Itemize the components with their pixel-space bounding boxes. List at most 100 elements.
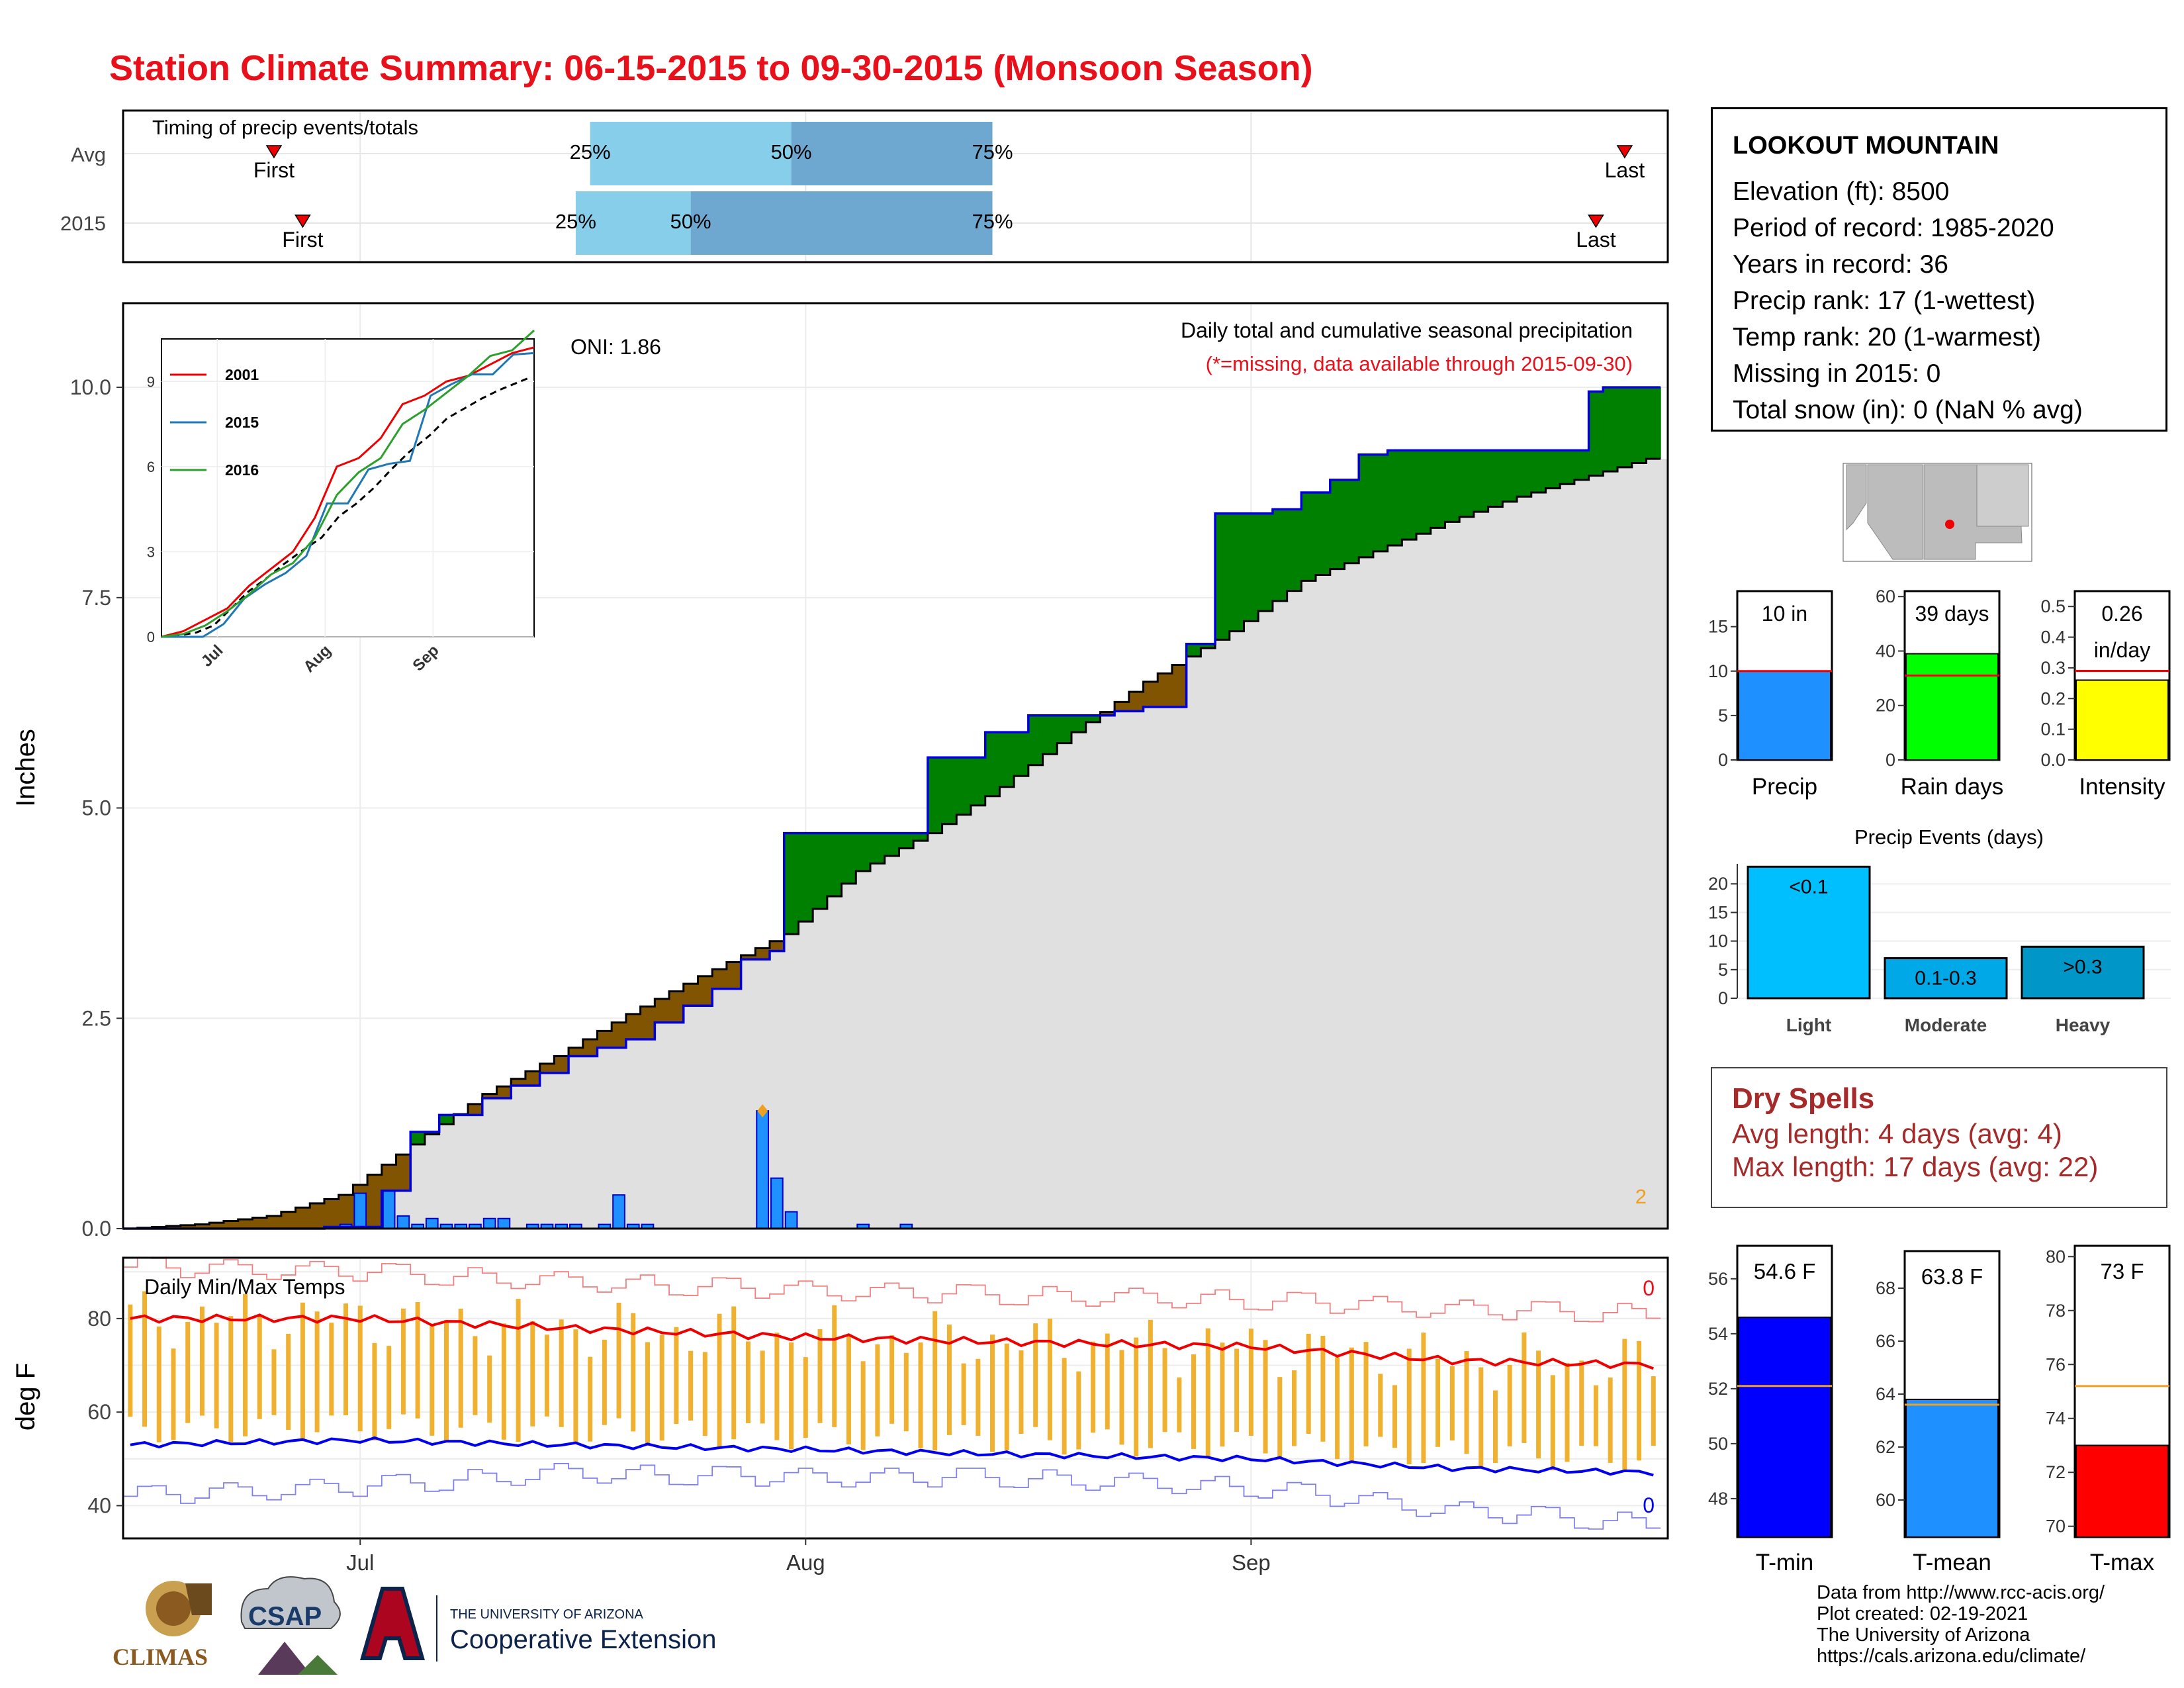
daily-temp-range-bar	[142, 1291, 148, 1427]
station-temp-rank: Temp rank: 20 (1-warmest)	[1733, 323, 2041, 352]
daily-temp-range-bar	[415, 1301, 420, 1419]
events-tick-label: 20	[1708, 874, 1728, 894]
daily-temp-range-bar	[1651, 1376, 1656, 1446]
above-avg-fill	[1085, 715, 1101, 722]
daily-temp-range-bar	[530, 1321, 535, 1427]
summary-tick-label: 0.3	[2040, 658, 2066, 678]
summary-tick-label: 0.4	[2040, 628, 2066, 647]
timing-q1-bar	[575, 191, 691, 255]
daily-temp-range-bar	[1579, 1360, 1584, 1446]
below-avg-fill	[496, 1086, 512, 1099]
events-bar	[2021, 945, 2145, 1000]
daily-precip-bar	[756, 1110, 770, 1230]
credits: Data from http://www.rcc-acis.org/ Plot …	[1817, 1582, 2105, 1667]
missing-note: (*=missing, data available through 2015-…	[1206, 352, 1633, 375]
above-avg-fill	[1287, 509, 1302, 591]
above-avg-fill	[1459, 450, 1475, 517]
below-avg-fill	[511, 1078, 526, 1086]
timing-pct-label: 75%	[972, 140, 1013, 164]
below-avg-fill	[597, 1031, 612, 1048]
daily-temp-range-bar	[1320, 1336, 1326, 1442]
below-avg-fill	[267, 1215, 282, 1229]
daily-temp-range-bar	[588, 1356, 593, 1442]
tmax-count: 0	[1643, 1276, 1655, 1300]
daily-temp-range-bar	[1435, 1358, 1441, 1447]
above-avg-fill	[985, 732, 1001, 796]
daily-temp-range-bar	[1033, 1323, 1038, 1427]
events-tick-label: 15	[1708, 902, 1728, 922]
below-avg-fill	[482, 1094, 498, 1099]
timing-first-marker	[295, 214, 311, 228]
timing-pct-label: 75%	[972, 210, 1013, 233]
above-avg-fill	[1014, 732, 1029, 776]
above-avg-fill	[1473, 450, 1489, 512]
temp-summary-tick-label: 48	[1708, 1489, 1728, 1509]
temp-summary-tick-label: 72	[2046, 1462, 2066, 1482]
daily-temp-range-bar	[631, 1313, 636, 1432]
daily-temp-range-bar	[1479, 1367, 1484, 1468]
ua-line2: Cooperative Extension	[450, 1625, 716, 1654]
timing-pct-label: 50%	[771, 140, 812, 164]
temp-summary-tick-label: 60	[1876, 1490, 1895, 1510]
station-precip-rank: Precip rank: 17 (1-wettest)	[1733, 287, 2036, 315]
daily-temp-range-bar	[1392, 1385, 1397, 1448]
inset-ytick-label: 6	[147, 459, 155, 475]
temp-summary-tick-label: 76	[2046, 1354, 2066, 1374]
summary-value-bar	[1905, 653, 1999, 761]
station-elevation: Elevation (ft): 8500	[1733, 177, 1950, 206]
daily-temp-range-bar	[1637, 1340, 1642, 1461]
events-tick-label: 10	[1708, 931, 1728, 951]
daily-temp-range-bar	[1622, 1338, 1627, 1472]
above-avg-fill	[784, 833, 799, 935]
daily-temp-range-bar	[1019, 1350, 1024, 1434]
below-avg-fill	[209, 1223, 224, 1229]
above-avg-fill	[1359, 454, 1374, 557]
y-tick-label: 40	[87, 1494, 111, 1518]
daily-temp-range-bar	[372, 1342, 377, 1440]
y-tick-label: 10.0	[70, 375, 111, 399]
obs-cumulative-line	[123, 386, 1661, 1230]
daily-temp-range-bar	[1492, 1390, 1498, 1464]
avg-tmin-line	[130, 1436, 1654, 1477]
daily-temp-range-bar	[516, 1299, 521, 1442]
daily-temp-range-bar	[990, 1335, 995, 1452]
daily-temp-range-bar	[357, 1305, 363, 1432]
oni-value: ONI: 1.86	[570, 335, 661, 359]
daily-temp-range-bar	[846, 1334, 851, 1444]
daily-temp-range-bar	[1363, 1342, 1369, 1447]
above-avg-fill	[1646, 387, 1661, 459]
temp-label: Daily Min/Max Temps	[144, 1275, 345, 1299]
timing-row-avg: Avg	[71, 143, 106, 166]
above-avg-fill	[813, 833, 828, 910]
dry-spells-max: Max length: 17 days (avg: 22)	[1732, 1151, 2099, 1182]
daily-temp-range-bar	[659, 1335, 664, 1441]
station-info-box: LOOKOUT MOUNTAIN Elevation (ft): 8500 Pe…	[1711, 107, 2167, 432]
summary-tick-label: 20	[1876, 696, 1895, 716]
above-avg-fill	[1186, 643, 1201, 657]
daily-temp-range-bar	[889, 1335, 895, 1424]
daily-temp-range-bar	[731, 1306, 737, 1440]
daily-temp-range-bar	[1177, 1377, 1182, 1432]
daily-temp-range-bar	[300, 1302, 305, 1442]
below-avg-fill	[252, 1217, 267, 1229]
timing-q2-bar	[690, 191, 993, 255]
credit-line: https://cals.arizona.edu/climate/	[1817, 1646, 2086, 1667]
daily-temp-range-bar	[343, 1303, 349, 1415]
daily-temp-range-bar	[760, 1350, 765, 1424]
above-avg-fill	[1560, 450, 1575, 485]
timing-first-label: First	[253, 158, 295, 182]
daily-temp-range-bar	[1076, 1371, 1081, 1450]
daily-temp-range-bar	[1349, 1347, 1354, 1462]
above-avg-fill	[1574, 450, 1590, 480]
daily-temp-range-bar	[1004, 1343, 1009, 1450]
timing-last-label: Last	[1576, 228, 1616, 252]
below-avg-fill	[396, 1154, 411, 1191]
temp-summary-value: 54.6 F	[1754, 1259, 1816, 1284]
above-avg-fill	[424, 1131, 440, 1135]
daily-temp-range-bar	[544, 1335, 549, 1417]
temp-summary-label: T-mean	[1913, 1550, 1991, 1575]
summary-tick-label: 0.5	[2040, 596, 2066, 616]
summary-label: Intensity	[2079, 774, 2165, 800]
below-avg-fill	[712, 969, 727, 989]
